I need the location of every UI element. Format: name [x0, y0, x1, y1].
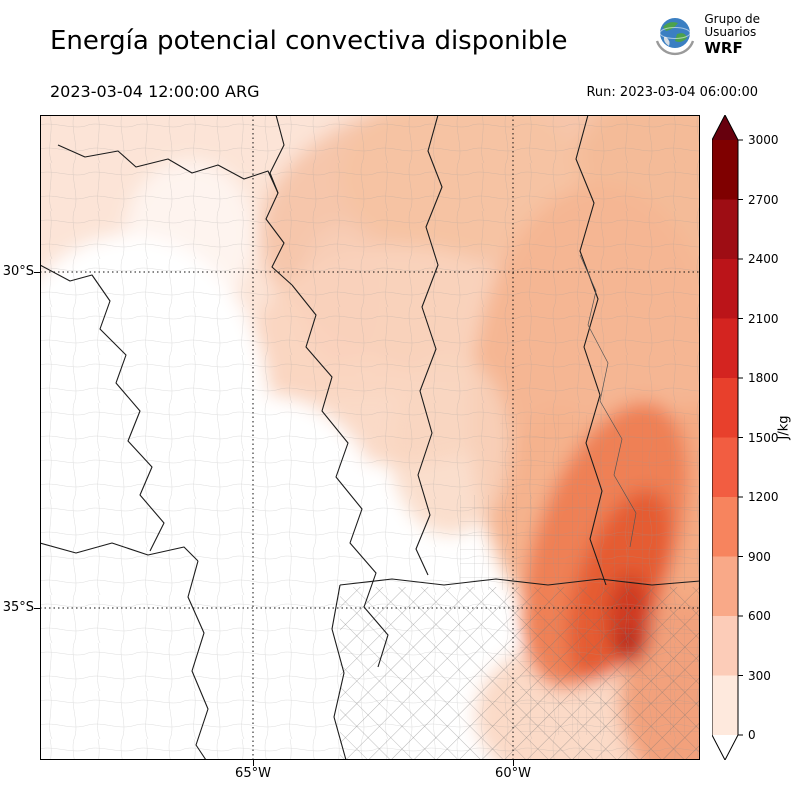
- run-time-label: Run: 2023-03-04 06:00:00: [586, 85, 758, 100]
- map-border: [40, 115, 700, 760]
- wrf-logo-text: Grupo de Usuarios WRF: [704, 11, 760, 58]
- department-boundaries: [40, 115, 700, 760]
- xtick-label-65w: 65°W: [235, 766, 271, 781]
- colorbar-arrow-bottom: [712, 735, 738, 760]
- valid-time-label: 2023-03-04 12:00:00 ARG: [50, 82, 260, 101]
- ytick-mark-30s: [34, 272, 40, 273]
- colorbar-tick-label: 600: [748, 609, 771, 623]
- colorbar-tick-label: 2700: [748, 192, 779, 207]
- colorbar: [712, 115, 743, 760]
- colorbar-tick-label: 2100: [748, 311, 779, 326]
- wrf-globe-icon: [656, 18, 695, 56]
- colorbar-segment: [712, 199, 738, 259]
- colorbar-segment: [712, 259, 738, 319]
- wrf-logo: Grupo de Usuarios WRF: [652, 12, 760, 58]
- colorbar-segment: [712, 616, 738, 676]
- colorbar-tick-label: 1500: [748, 430, 779, 445]
- colorbar-tick-label: 1800: [748, 371, 779, 385]
- logo-line-3: WRF: [704, 39, 743, 58]
- logo-line-1: Grupo de: [704, 11, 760, 26]
- xtick-mark-65w: [253, 760, 254, 766]
- graticule-gridlines: [40, 115, 700, 760]
- province-boundaries: [40, 115, 700, 760]
- colorbar-arrow-top: [712, 115, 738, 140]
- colorbar-tick-label: 1200: [748, 490, 779, 504]
- page-title: Energía potencial convectiva disponible: [50, 26, 568, 56]
- colorbar-segment: [712, 497, 738, 557]
- colorbar-segment: [712, 378, 738, 438]
- colorbar-tick-label: 0: [748, 728, 756, 742]
- colorbar-tick-label: 900: [748, 549, 771, 564]
- cape-map: [40, 115, 700, 760]
- xtick-label-60w: 60°W: [495, 766, 531, 781]
- colorbar-segment: [712, 318, 738, 378]
- colorbar-segment: [712, 675, 738, 735]
- ytick-label-30s: 30°S: [2, 264, 34, 279]
- colorbar-tick-label: 2400: [748, 252, 779, 266]
- colorbar-segment: [712, 556, 738, 616]
- ytick-label-35s: 35°S: [2, 600, 34, 615]
- colorbar-unit-label: J/kg: [776, 415, 792, 440]
- colorbar-tick-label: 3000: [748, 133, 779, 147]
- logo-line-2: Usuarios: [704, 25, 757, 40]
- colorbar-segment: [712, 437, 738, 497]
- ytick-mark-35s: [34, 608, 40, 609]
- colorbar-tick-marks: [738, 139, 743, 736]
- xtick-mark-60w: [513, 760, 514, 766]
- colorbar-tick-label: 300: [748, 668, 771, 683]
- colorbar-segment: [712, 140, 738, 200]
